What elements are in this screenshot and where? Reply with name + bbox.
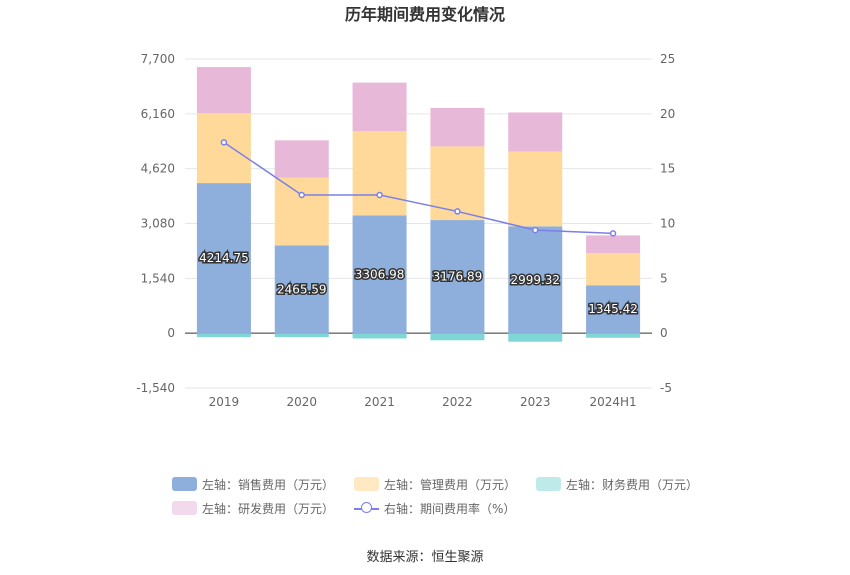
- x-tick-label: 2023: [520, 395, 551, 409]
- legend-label: 右轴：期间费用率（%）: [384, 501, 516, 516]
- bar-segment: [196, 113, 251, 184]
- bars: [196, 67, 641, 342]
- legend-swatch: [536, 477, 562, 491]
- rate-line-path: [223, 141, 614, 235]
- bar-segment: [586, 253, 641, 286]
- bar-segment: [508, 112, 563, 152]
- bar-segment: [196, 333, 251, 338]
- bar-segment: [430, 220, 485, 334]
- legend-item[interactable]: 右轴：期间费用率（%）: [354, 500, 515, 517]
- data-label: 1345.42: [587, 301, 640, 318]
- left-tick-label: 4,620: [141, 162, 175, 176]
- bar-segment: [430, 107, 485, 147]
- bar-segment: [274, 140, 329, 178]
- legend-swatch: [354, 477, 380, 491]
- bar-segment: [352, 82, 407, 132]
- bar-segment: [196, 183, 251, 334]
- right-tick-label: 20: [660, 107, 675, 121]
- bar-segment: [274, 333, 329, 338]
- rate-point: [609, 230, 617, 237]
- rate-point: [454, 208, 461, 215]
- legend-label: 左轴：研发费用（万元）: [202, 501, 335, 516]
- x-tick-label: 2020: [286, 395, 317, 409]
- x-tick-label: 2024H1: [589, 395, 636, 409]
- data-label-text: 2999.32: [510, 273, 560, 287]
- rate-line: [220, 139, 617, 237]
- right-tick-label: -5: [660, 381, 672, 395]
- bar-segment: [430, 333, 485, 341]
- legend-item[interactable]: 左轴：销售费用（万元）: [172, 476, 334, 493]
- left-axis: -1,540 0 1,540 3,080 4,620 6,160 7,700: [136, 52, 175, 395]
- bar-segment: [274, 245, 329, 334]
- grid: [185, 58, 652, 389]
- left-tick-label: 0: [167, 326, 175, 340]
- source-note: 数据来源：恒生聚源: [366, 550, 484, 565]
- right-tick-label: 5: [660, 271, 668, 285]
- data-label: 3306.98: [353, 266, 406, 283]
- bar-segment: [586, 333, 641, 338]
- left-tick-label: 6,160: [141, 107, 175, 121]
- data-label-text: 3306.98: [355, 267, 405, 281]
- rate-point: [298, 191, 305, 199]
- data-label: 4214.75: [198, 250, 251, 267]
- bar-segment: [196, 67, 251, 114]
- right-tick-label: 15: [660, 162, 675, 176]
- bar-segment: [352, 333, 407, 339]
- right-tick-label: 25: [660, 52, 675, 66]
- legend-swatch: [172, 477, 197, 491]
- bar-segment: [508, 333, 563, 342]
- x-tick-label: 2019: [209, 395, 240, 409]
- legend-label: 左轴：财务费用（万元）: [566, 477, 699, 492]
- legend-swatch: [172, 501, 197, 515]
- right-tick-label: 10: [660, 217, 675, 231]
- x-tick-label: 2021: [364, 395, 395, 409]
- bar-segment: [508, 151, 563, 227]
- legend-label: 左轴：销售费用（万元）: [202, 477, 335, 492]
- left-tick-label: 1,540: [141, 271, 175, 285]
- bar-segment: [586, 285, 641, 334]
- legend-label: 左轴：管理费用（万元）: [384, 477, 517, 492]
- bar-segment: [586, 235, 641, 254]
- legend-row: 左轴：研发费用（万元） 右轴：期间费用率（%）: [172, 496, 692, 520]
- legend-item[interactable]: 左轴：财务费用（万元）: [536, 476, 698, 493]
- data-labels: 4214.75 2465.59 3306.98 3176.89 2999.32 1345.…: [198, 250, 640, 318]
- data-label-text: 1345.42: [588, 302, 638, 316]
- data-label: 2999.32: [509, 271, 562, 288]
- bar-segment: [352, 131, 407, 216]
- data-label-text: 2465.59: [277, 282, 327, 296]
- legend: 左轴：销售费用（万元） 左轴：管理费用（万元） 左轴：财务费用（万元） 左轴：研发费用…: [172, 472, 698, 520]
- data-label: 3176.89: [431, 268, 484, 285]
- right-tick-label: 0: [660, 326, 668, 340]
- legend-swatch: [354, 501, 380, 515]
- data-label-text: 4214.75: [199, 251, 249, 265]
- bar-segment: [274, 177, 329, 246]
- bar-segment: [352, 215, 407, 334]
- left-tick-label: 3,080: [141, 217, 175, 231]
- right-axis: -5 0 5 10 15 20 25: [660, 52, 675, 395]
- x-tick-label: 2022: [442, 395, 473, 409]
- x-axis: 2019 2020 2021 2022 2023 2024H1: [209, 395, 637, 409]
- chart-title: 历年期间费用变化情况: [345, 5, 505, 24]
- left-tick-label: 7,700: [141, 52, 175, 66]
- legend-item[interactable]: 左轴：研发费用（万元）: [172, 500, 334, 517]
- legend-row: 左轴：销售费用（万元） 左轴：管理费用（万元） 左轴：财务费用（万元）: [172, 472, 698, 496]
- rate-point: [532, 226, 539, 234]
- legend-item[interactable]: 左轴：管理费用（万元）: [354, 476, 516, 493]
- left-tick-label: -1,540: [136, 381, 175, 395]
- rate-point: [220, 139, 228, 146]
- data-label-text: 3176.89: [433, 270, 483, 284]
- rate-point: [376, 191, 383, 199]
- data-label: 2465.59: [275, 281, 328, 298]
- bar-segment: [508, 226, 563, 334]
